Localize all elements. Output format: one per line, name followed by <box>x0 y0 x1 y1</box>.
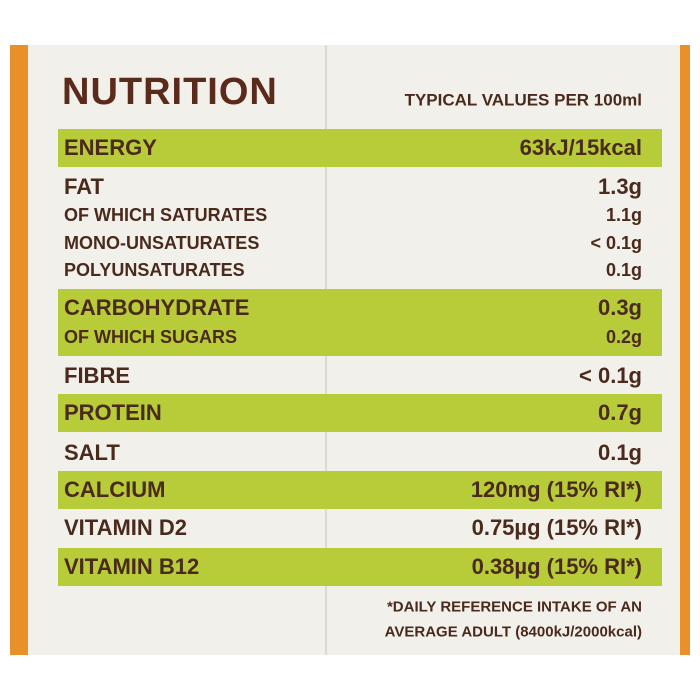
nutrient-label: ENERGY <box>64 135 157 160</box>
nutrient-value: 0.1g <box>605 260 642 280</box>
nutrient-label: CARBOHYDRATE <box>64 295 250 320</box>
nutrient-value: 0.1g <box>597 440 642 465</box>
nutrient-label: OF WHICH SUGARS <box>64 327 237 347</box>
footnote: *DAILY REFERENCE INTAKE OF AN <box>386 598 642 616</box>
highlight-bar <box>58 129 662 167</box>
subtitle: TYPICAL VALUES PER 100ml <box>404 90 642 110</box>
nutrient-value: < 0.1g <box>579 363 642 388</box>
nutrient-value: 1.1g <box>605 205 642 225</box>
highlight-bar <box>58 394 662 432</box>
nutrient-label: SALT <box>64 440 120 465</box>
nutrient-value: 1.3g <box>597 174 642 199</box>
title: NUTRITION <box>62 71 278 113</box>
nutrient-label: CALCIUM <box>64 477 166 502</box>
nutrient-value: 0.2g <box>605 327 642 347</box>
nutrient-value: < 0.1g <box>590 233 642 253</box>
highlight-bar <box>58 548 662 586</box>
nutrient-label: PROTEIN <box>64 400 162 425</box>
carton-edge <box>10 45 28 655</box>
nutrient-value: 0.75µg (15% RI*) <box>471 515 642 540</box>
nutrient-value: 120mg (15% RI*) <box>470 477 642 502</box>
nutrient-label: MONO-UNSATURATES <box>64 233 260 253</box>
nutrient-label: VITAMIN D2 <box>64 515 188 540</box>
nutrient-label: FAT <box>64 174 104 199</box>
nutrient-label: VITAMIN B12 <box>64 554 200 579</box>
nutrient-label: OF WHICH SATURATES <box>64 205 268 225</box>
carton-edge <box>680 45 690 655</box>
nutrient-value: 0.7g <box>597 400 642 425</box>
nutrient-value: 0.3g <box>597 295 642 320</box>
highlight-bar <box>58 289 662 356</box>
nutrient-value: 0.38µg (15% RI*) <box>471 554 642 579</box>
nutrient-value: 63kJ/15kcal <box>519 135 642 160</box>
footnote: AVERAGE ADULT (8400kJ/2000kcal) <box>384 623 642 641</box>
nutrient-label: POLYUNSATURATES <box>64 260 245 280</box>
highlight-bar <box>58 471 662 509</box>
nutrient-label: FIBRE <box>64 363 130 388</box>
